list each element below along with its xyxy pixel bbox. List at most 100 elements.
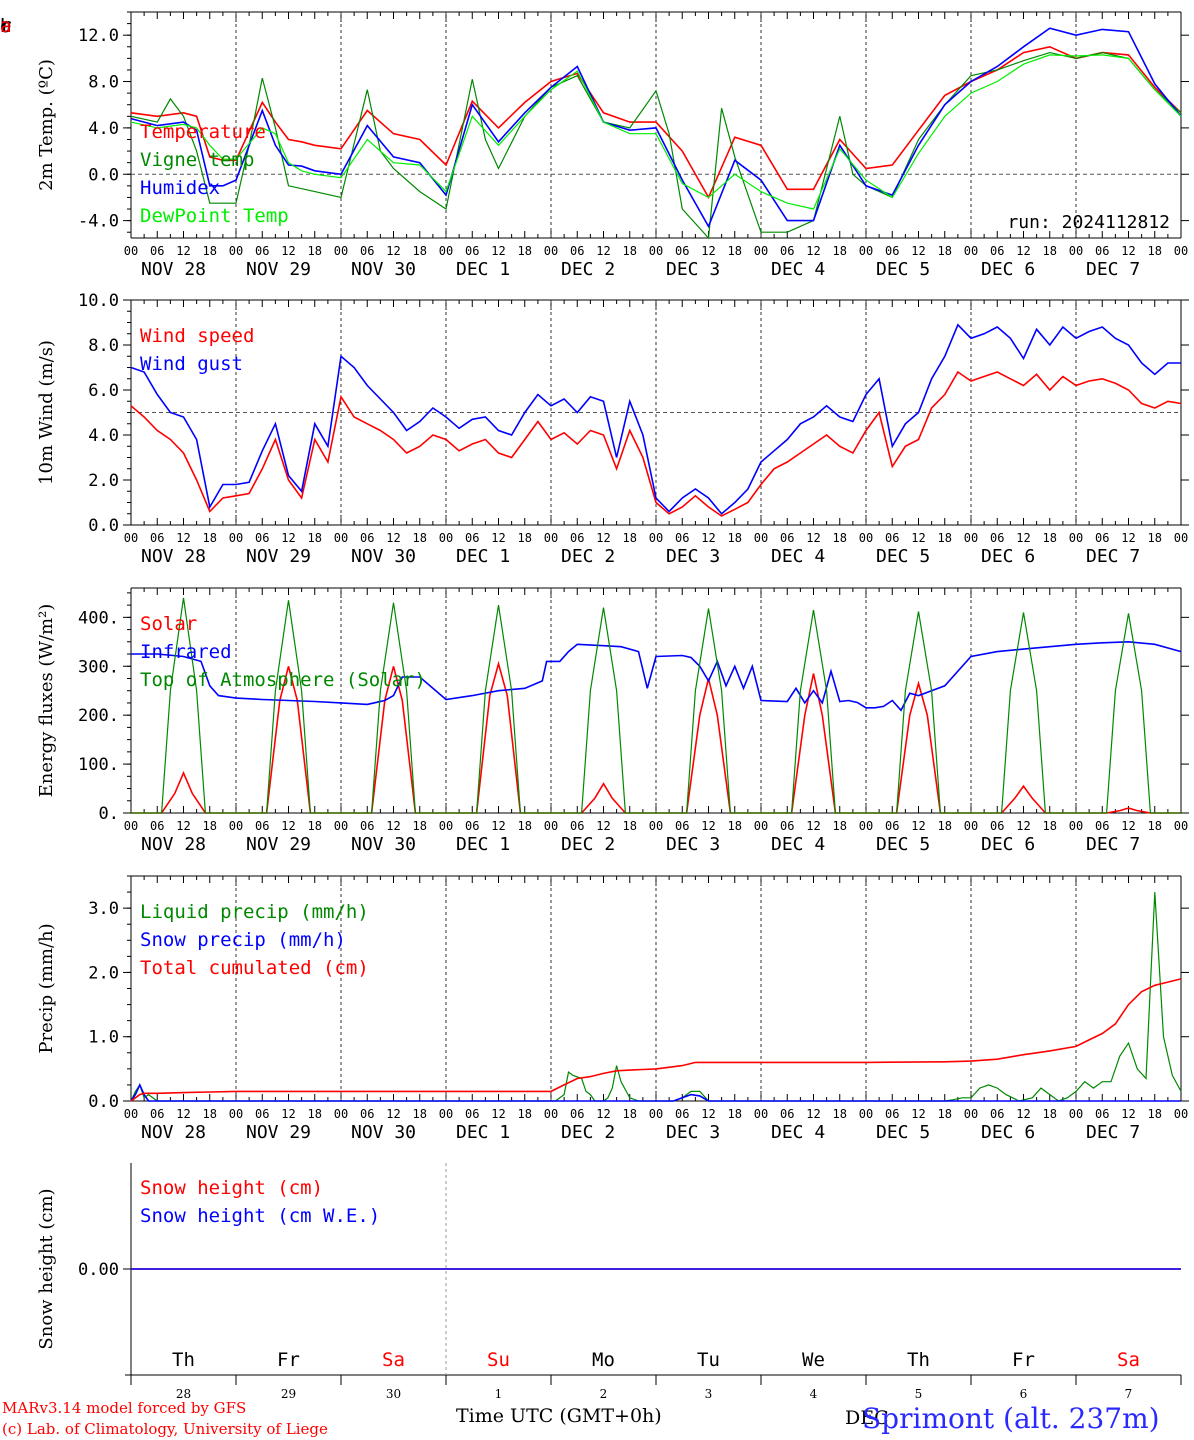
overlap-fragment: DEC (845, 1407, 889, 1429)
y-tick-label: 0.0 (88, 516, 119, 536)
date-label: DEC 7 (1086, 546, 1140, 567)
series-line-total-cumulated-cm- (130, 978, 1182, 1102)
hour-label: 06 (570, 1107, 584, 1121)
date-label: DEC 5 (876, 546, 930, 567)
weekday-label: Th (907, 1349, 930, 1371)
hour-label: 06 (675, 531, 689, 545)
hour-label: 06 (885, 244, 899, 258)
series-line-humidex (130, 27, 1182, 229)
hour-label: 18 (413, 244, 427, 258)
hour-label: 00 (544, 531, 558, 545)
weekday-label: Fr (0, 15, 11, 37)
hour-label: 12 (596, 244, 610, 258)
hour-label: 12 (386, 244, 400, 258)
date-label: DEC 2 (561, 546, 615, 567)
hour-label: 18 (1043, 531, 1057, 545)
date-label: DEC 6 (981, 1122, 1035, 1143)
hour-label: 06 (465, 1107, 479, 1121)
date-label: DEC 7 (1086, 1122, 1140, 1143)
y-tick-label: 0.0 (88, 1092, 119, 1112)
hour-label: 00 (754, 819, 768, 833)
legend-entry: Liquid precip (mm/h) (140, 901, 369, 923)
weekday-label: Sa (1117, 1349, 1140, 1371)
hour-label: 18 (413, 1107, 427, 1121)
date-label: DEC 3 (666, 259, 720, 280)
weekday-label: Mo (592, 1349, 615, 1371)
hour-label: 06 (360, 244, 374, 258)
hour-label: 12 (1121, 819, 1135, 833)
hour-label: 06 (675, 819, 689, 833)
date-label: DEC 6 (981, 546, 1035, 567)
legend-entry: Total cumulated (cm) (140, 957, 369, 979)
weekday-label: Sa (0, 15, 11, 37)
y-tick-label: 8.0 (88, 336, 119, 356)
weekday-label: Su (0, 15, 11, 37)
date-label: DEC 3 (666, 546, 720, 567)
day-number: 29 (281, 1387, 296, 1401)
date-label: DEC 6 (981, 259, 1035, 280)
hour-label: 06 (675, 1107, 689, 1121)
hour-label: 12 (386, 531, 400, 545)
hour-label: 12 (1016, 819, 1030, 833)
hour-label: 18 (1148, 244, 1162, 258)
hour-label: 12 (806, 244, 820, 258)
legend-entry: Snow height (cm W.E.) (140, 1205, 380, 1227)
hour-label: 12 (176, 819, 190, 833)
date-label: DEC 3 (666, 834, 720, 855)
hour-label: 06 (1095, 244, 1109, 258)
hour-label: 06 (465, 244, 479, 258)
hour-label: 06 (675, 244, 689, 258)
hour-label: 18 (623, 819, 637, 833)
y-tick-label: 12.0 (78, 26, 119, 46)
day-number: 6 (1020, 1387, 1028, 1401)
y-tick-label: 2.0 (88, 963, 119, 983)
hour-label: 12 (596, 531, 610, 545)
y-tick-label: 0.0 (88, 165, 119, 185)
day-number: 5 (915, 1387, 923, 1401)
hour-label: 12 (1121, 244, 1135, 258)
y-tick-label: 4.0 (88, 426, 119, 446)
y-tick-label: 3.0 (88, 899, 119, 919)
hour-label: 06 (780, 531, 794, 545)
hour-label: 18 (413, 819, 427, 833)
hour-label: 06 (780, 244, 794, 258)
hour-label: 00 (754, 531, 768, 545)
hour-label: 18 (308, 531, 322, 545)
hour-label: 00 (649, 1107, 663, 1121)
hour-label: 12 (281, 819, 295, 833)
hour-label: 12 (176, 1107, 190, 1121)
hour-label: 00 (229, 1107, 243, 1121)
station-name: Sprimont (alt. 237m) (862, 1402, 1160, 1435)
hour-label: 12 (911, 531, 925, 545)
hour-label: 18 (833, 244, 847, 258)
hour-label: 00 (1174, 819, 1188, 833)
date-label: NOV 30 (351, 259, 416, 280)
weekday-label: Th (0, 15, 11, 37)
date-label: DEC 1 (456, 834, 510, 855)
hour-label: 00 (1069, 819, 1083, 833)
date-label: NOV 29 (246, 1122, 311, 1143)
y-axis-title: 10m Wind (m/s) (36, 340, 57, 485)
hour-label: 06 (570, 244, 584, 258)
weekday-label: Tu (0, 15, 11, 37)
weekday-label: Th (172, 1349, 195, 1371)
legend-entry: Humidex (140, 177, 220, 199)
hour-label: 12 (701, 244, 715, 258)
date-label: DEC 5 (876, 259, 930, 280)
credit-lab: (c) Lab. of Climatology, University of L… (2, 1420, 328, 1438)
hour-label: 18 (833, 819, 847, 833)
credit-model: MARv3.14 model forced by GFS (2, 1399, 247, 1417)
hour-label: 00 (229, 244, 243, 258)
hour-label: 00 (439, 244, 453, 258)
hour-label: 12 (491, 1107, 505, 1121)
date-label: DEC 4 (771, 259, 825, 280)
y-axis-title: Snow height (cm) (36, 1188, 57, 1349)
hour-label: 00 (1069, 1107, 1083, 1121)
hour-label: 06 (150, 1107, 164, 1121)
hour-label: 12 (701, 531, 715, 545)
hour-label: 06 (360, 819, 374, 833)
hour-label: 18 (203, 244, 217, 258)
weekday-label: Fr (0, 15, 11, 37)
date-label: NOV 29 (246, 546, 311, 567)
hour-label: 06 (255, 244, 269, 258)
